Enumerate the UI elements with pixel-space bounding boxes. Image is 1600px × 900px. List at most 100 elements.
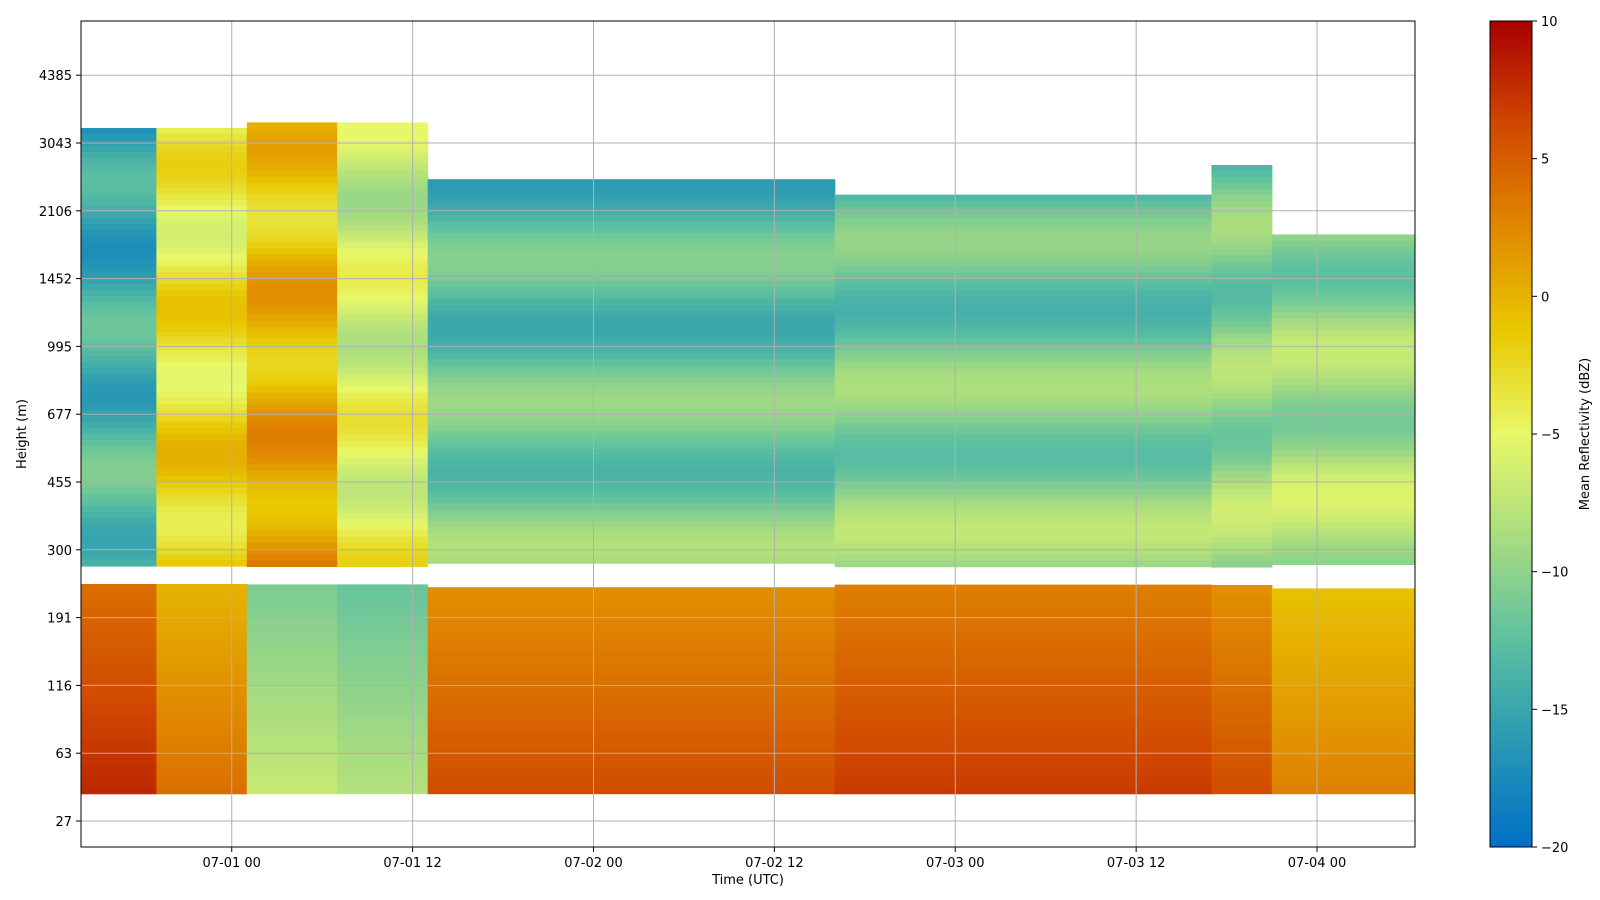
heatmap-cell bbox=[1211, 783, 1273, 790]
heatmap-cell bbox=[834, 458, 1213, 466]
heatmap-cell bbox=[246, 518, 338, 525]
heatmap-cell bbox=[337, 680, 429, 687]
heatmap-cell bbox=[834, 260, 1213, 268]
heatmap-cell bbox=[156, 524, 248, 531]
heatmap-cell bbox=[427, 533, 836, 540]
plot-area bbox=[81, 21, 1415, 847]
heatmap-cell bbox=[337, 722, 429, 729]
heatmap-cell bbox=[1271, 276, 1415, 283]
heatmap-cell bbox=[246, 638, 338, 645]
heatmap-cell bbox=[337, 668, 429, 675]
heatmap-cell bbox=[1271, 474, 1415, 481]
heatmap-cell bbox=[156, 536, 248, 543]
heatmap-cell bbox=[81, 344, 157, 351]
heatmap-cell bbox=[834, 350, 1213, 358]
heatmap-cell bbox=[834, 698, 1213, 706]
heatmap-cell bbox=[156, 752, 248, 759]
y-tick-label: 455 bbox=[47, 476, 72, 491]
heatmap-cell bbox=[337, 314, 429, 321]
heatmap-cell bbox=[1211, 621, 1273, 628]
heatmap-cell bbox=[337, 404, 429, 411]
heatmap-cell bbox=[1211, 363, 1273, 370]
heatmap-cell bbox=[337, 608, 429, 615]
heatmap-cell bbox=[156, 284, 248, 291]
heatmap-cell bbox=[834, 680, 1213, 688]
heatmap-cell bbox=[246, 170, 338, 177]
heatmap-cell bbox=[81, 590, 157, 597]
heatmap-cell bbox=[1271, 492, 1415, 499]
heatmap-cell bbox=[427, 719, 836, 726]
heatmap-cell bbox=[1271, 672, 1415, 679]
heatmap-cell bbox=[427, 617, 836, 624]
heatmap-cell bbox=[1211, 657, 1273, 664]
heatmap-cell bbox=[81, 530, 157, 537]
heatmap-cell bbox=[1271, 330, 1415, 337]
heatmap-cell bbox=[81, 368, 157, 375]
heatmap-cell bbox=[246, 644, 338, 651]
heatmap-cell bbox=[1271, 486, 1415, 493]
heatmap-cell bbox=[337, 512, 429, 519]
heatmap-cell bbox=[834, 764, 1213, 772]
heatmap-cell bbox=[337, 602, 429, 609]
heatmap-cell bbox=[337, 440, 429, 447]
heatmap-cell bbox=[246, 692, 338, 699]
heatmap-cell bbox=[834, 656, 1213, 664]
heatmap-cell bbox=[1211, 603, 1273, 610]
heatmap-cell bbox=[1211, 789, 1273, 795]
heatmap-cell bbox=[246, 374, 338, 381]
heatmap-cell bbox=[834, 530, 1213, 538]
heatmap-cell bbox=[337, 734, 429, 741]
heatmap-cell bbox=[246, 266, 338, 273]
heatmap-cell bbox=[337, 326, 429, 333]
heatmap-cell bbox=[156, 308, 248, 315]
heatmap-cell bbox=[427, 395, 836, 402]
heatmap-cell bbox=[246, 506, 338, 513]
heatmap-cell bbox=[246, 710, 338, 717]
heatmap-cell bbox=[1271, 414, 1415, 421]
heatmap-cell bbox=[337, 386, 429, 393]
heatmap-cell bbox=[427, 329, 836, 336]
heatmap-cell bbox=[1271, 612, 1415, 619]
heatmap-cell bbox=[337, 290, 429, 297]
heatmap-cell bbox=[337, 320, 429, 327]
heatmap-cell bbox=[246, 674, 338, 681]
heatmap-cell bbox=[246, 764, 338, 771]
heatmap-cell bbox=[1211, 645, 1273, 652]
heatmap-cell bbox=[337, 446, 429, 453]
heatmap-cell bbox=[337, 752, 429, 759]
heatmap-cell bbox=[834, 626, 1213, 634]
heatmap-cell bbox=[834, 398, 1213, 406]
heatmap-cell bbox=[156, 494, 248, 501]
heatmap-cell bbox=[427, 455, 836, 462]
heatmap-cell bbox=[427, 389, 836, 396]
heatmap-cell bbox=[337, 122, 429, 129]
heatmap-cell bbox=[337, 782, 429, 789]
heatmap-cell bbox=[156, 542, 248, 549]
heatmap-cell bbox=[1271, 726, 1415, 733]
heatmap-cell bbox=[1271, 516, 1415, 523]
heatmap-cell bbox=[81, 722, 157, 729]
heatmap-cell bbox=[81, 458, 157, 465]
heatmap-cell bbox=[156, 452, 248, 459]
heatmap-cell bbox=[81, 224, 157, 231]
heatmap-cell bbox=[427, 761, 836, 768]
heatmap-cell bbox=[156, 266, 248, 273]
heatmap-cell bbox=[1211, 687, 1273, 694]
heatmap-cell bbox=[427, 437, 836, 444]
heatmap-cell bbox=[81, 302, 157, 309]
heatmap-cell bbox=[337, 302, 429, 309]
heatmap-cell bbox=[246, 428, 338, 435]
heatmap-cell bbox=[427, 683, 836, 690]
heatmap-cell bbox=[337, 776, 429, 783]
heatmap-cell bbox=[1271, 780, 1415, 787]
heatmap-cell bbox=[156, 158, 248, 165]
heatmap-cell bbox=[156, 728, 248, 735]
heatmap-cell bbox=[246, 608, 338, 615]
heatmap-cell bbox=[834, 782, 1213, 790]
heatmap-cell bbox=[1211, 459, 1273, 466]
heatmap-cell bbox=[81, 158, 157, 165]
heatmap-cell bbox=[156, 236, 248, 243]
heatmap-cell bbox=[156, 422, 248, 429]
heatmap-cell bbox=[834, 494, 1213, 502]
heatmap-cell bbox=[337, 428, 429, 435]
